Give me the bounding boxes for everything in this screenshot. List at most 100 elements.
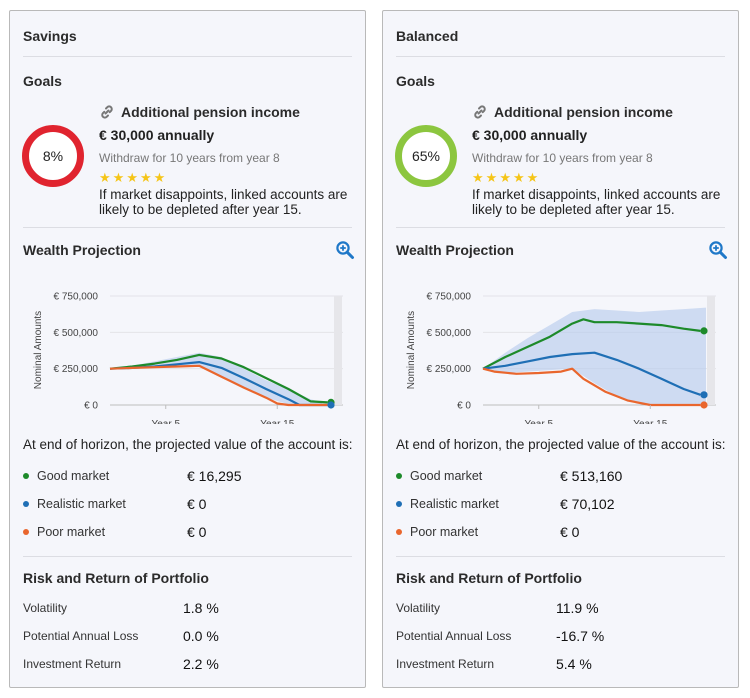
star-icon: ★ bbox=[499, 170, 511, 185]
divider bbox=[23, 56, 352, 57]
risk-row-investment-return: Investment Return 5.4 % bbox=[396, 655, 726, 673]
goal-name: Additional pension income bbox=[494, 104, 673, 120]
divider bbox=[396, 556, 725, 557]
end-marker bbox=[700, 401, 708, 409]
star-icon: ★ bbox=[512, 170, 525, 185]
x-tick-label: Year 5 bbox=[524, 419, 553, 424]
market-row-good: Good market € 16,295 bbox=[23, 466, 353, 486]
goal-amount: € 30,000 annually bbox=[99, 127, 215, 143]
realistic-market-dot bbox=[396, 501, 402, 507]
star-icon: ★ bbox=[526, 170, 539, 185]
divider bbox=[396, 227, 725, 228]
probability-value: 8% bbox=[42, 148, 64, 164]
risk-value: 5.4 % bbox=[556, 656, 592, 672]
market-value: € 0 bbox=[187, 496, 207, 512]
y-tick-label: € 500,000 bbox=[427, 328, 472, 339]
goals-heading: Goals bbox=[23, 73, 62, 89]
goal-card: Additional pension income € 30,000 annua… bbox=[99, 103, 359, 217]
probability-value: 65% bbox=[411, 148, 441, 164]
x-tick-label: Year 15 bbox=[633, 419, 668, 424]
risk-label: Potential Annual Loss bbox=[23, 629, 139, 643]
market-label: Realistic market bbox=[37, 497, 126, 511]
series-line bbox=[482, 318, 701, 370]
risk-label: Investment Return bbox=[23, 657, 122, 671]
risk-value: 2.2 % bbox=[183, 656, 219, 672]
market-value: € 70,102 bbox=[560, 496, 615, 512]
risk-value: 1.8 % bbox=[183, 600, 219, 616]
good-market-dot bbox=[396, 473, 402, 479]
star-icon: ★ bbox=[485, 170, 498, 185]
wealth-projection-chart: Nominal Amounts € 750,000 € 500,000 € 250,0… bbox=[406, 292, 716, 424]
market-value: € 0 bbox=[560, 524, 580, 540]
link-icon[interactable] bbox=[472, 104, 488, 120]
y-tick-label: € 0 bbox=[84, 401, 98, 412]
y-tick-label: € 250,000 bbox=[54, 364, 99, 375]
probability-ring: 65% bbox=[395, 125, 457, 187]
risk-value: 11.9 % bbox=[556, 600, 599, 616]
wealth-projection-chart: Nominal Amounts € 750,000 € 500,000 € 250,0… bbox=[33, 292, 343, 424]
series-line bbox=[109, 364, 328, 407]
risk-row-annual-loss: Potential Annual Loss 0.0 % bbox=[23, 627, 353, 645]
goal-stars: ★ ★ ★ ★ ★ bbox=[99, 171, 359, 185]
panel-title: Balanced bbox=[396, 28, 459, 44]
divider bbox=[23, 556, 352, 557]
divider bbox=[396, 56, 725, 57]
risk-row-investment-return: Investment Return 2.2 % bbox=[23, 655, 353, 673]
series-line bbox=[109, 353, 328, 404]
goal-withdraw: Withdraw for 10 years from year 8 bbox=[472, 151, 653, 165]
horizon-text: At end of horizon, the projected value o… bbox=[23, 437, 353, 452]
horizon-strip bbox=[334, 296, 342, 405]
goal-note: If market disappoints, linked accounts a… bbox=[472, 187, 721, 217]
goal-stars: ★ ★ ★ ★ ★ bbox=[472, 171, 732, 185]
series-line bbox=[482, 367, 701, 407]
market-value: € 513,160 bbox=[560, 468, 623, 484]
market-label: Poor market bbox=[410, 525, 479, 539]
y-tick-label: € 250,000 bbox=[427, 364, 472, 375]
link-icon[interactable] bbox=[99, 104, 115, 120]
good-market-dot bbox=[23, 473, 29, 479]
zoom-in-icon[interactable] bbox=[708, 240, 728, 260]
risk-value: -16.7 % bbox=[556, 628, 605, 644]
end-marker bbox=[700, 391, 708, 399]
market-value: € 0 bbox=[187, 524, 207, 540]
projection-band bbox=[110, 352, 322, 405]
portfolio-panel-savings: Savings Goals 8% Additional pension inco… bbox=[9, 10, 366, 688]
risk-heading: Risk and Return of Portfolio bbox=[396, 570, 582, 586]
horizon-text: At end of horizon, the projected value o… bbox=[396, 437, 726, 452]
star-icon: ★ bbox=[112, 170, 125, 185]
portfolio-panel-balanced: Balanced Goals 65% Additional pension in… bbox=[382, 10, 739, 688]
zoom-in-icon[interactable] bbox=[335, 240, 355, 260]
risk-row-annual-loss: Potential Annual Loss -16.7 % bbox=[396, 627, 726, 645]
market-row-poor: Poor market € 0 bbox=[23, 522, 353, 542]
market-row-poor: Poor market € 0 bbox=[396, 522, 726, 542]
y-axis-label: Nominal Amounts bbox=[33, 311, 44, 389]
star-icon: ★ bbox=[139, 170, 152, 185]
risk-row-volatility: Volatility 11.9 % bbox=[396, 599, 726, 617]
x-tick-label: Year 15 bbox=[260, 419, 295, 424]
market-row-realistic: Realistic market € 70,102 bbox=[396, 494, 726, 514]
goal-card: Additional pension income € 30,000 annua… bbox=[472, 103, 732, 217]
market-label: Poor market bbox=[37, 525, 106, 539]
panel-title: Savings bbox=[23, 28, 77, 44]
goal-name: Additional pension income bbox=[121, 104, 300, 120]
end-marker bbox=[700, 327, 708, 335]
divider bbox=[23, 227, 352, 228]
risk-label: Volatility bbox=[396, 601, 441, 615]
probability-ring: 8% bbox=[22, 125, 84, 187]
series-line bbox=[482, 351, 701, 396]
horizon-strip bbox=[707, 296, 715, 405]
goals-heading: Goals bbox=[396, 73, 435, 89]
risk-value: 0.0 % bbox=[183, 628, 219, 644]
wealth-projection-heading: Wealth Projection bbox=[23, 242, 141, 258]
realistic-market-dot bbox=[23, 501, 29, 507]
market-label: Good market bbox=[37, 469, 110, 483]
star-icon: ★ bbox=[472, 170, 484, 185]
market-value: € 16,295 bbox=[187, 468, 242, 484]
risk-heading: Risk and Return of Portfolio bbox=[23, 570, 209, 586]
poor-market-dot bbox=[23, 529, 29, 535]
y-tick-label: € 500,000 bbox=[54, 328, 99, 339]
risk-label: Potential Annual Loss bbox=[396, 629, 512, 643]
y-tick-label: € 0 bbox=[457, 401, 471, 412]
goal-note: If market disappoints, linked accounts a… bbox=[99, 187, 348, 217]
goal-amount: € 30,000 annually bbox=[472, 127, 588, 143]
